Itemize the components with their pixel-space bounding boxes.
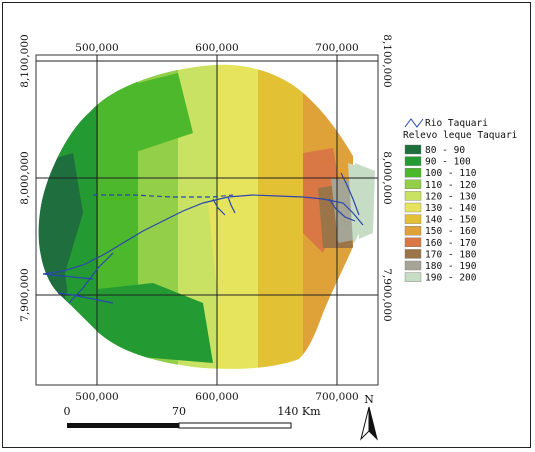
scale-label-0: 0	[64, 405, 71, 418]
x-bottom-label: 500,000	[75, 391, 118, 403]
legend-label: 160 - 170	[425, 238, 477, 249]
legend-river-label: Rio Taquari	[425, 118, 488, 129]
x-bottom-labels: 500,000 600,000 700,000	[75, 391, 358, 403]
map-svg: 500,000 600,000 700,000 500,000 600,000 …	[19, 34, 518, 441]
north-arrow-right-icon	[368, 406, 378, 441]
legend-label: 90 - 100	[425, 157, 471, 168]
legend-label: 80 - 90	[425, 145, 465, 156]
rio-taquari	[42, 172, 364, 304]
y-right-label: 7,900,000	[381, 268, 393, 321]
north-arrow: N	[360, 393, 378, 441]
legend-swatch	[404, 272, 422, 282]
legend-label: 170 - 180	[425, 249, 477, 260]
x-top-label: 700,000	[315, 42, 358, 54]
legend-label: 130 - 140	[425, 203, 477, 214]
y-left-labels: 8,100,000 8,000,000 7,900,000	[19, 34, 31, 321]
legend-swatch	[404, 214, 422, 224]
y-left-label: 7,900,000	[19, 268, 31, 321]
zone-140-150	[258, 64, 308, 369]
legend-swatch	[404, 237, 422, 248]
y-right-label: 8,000,000	[381, 151, 393, 204]
zone-190-200-edge	[355, 163, 375, 239]
x-bottom-label: 700,000	[315, 391, 358, 403]
legend: Rio Taquari Relevo leque Taquari 80 - 90…	[403, 118, 518, 284]
legend-label: 100 - 110	[425, 168, 477, 179]
legend-swatch	[404, 225, 422, 236]
scale-bar: 0 70 140 Km	[64, 405, 321, 429]
legend-swatch	[404, 144, 422, 155]
legend-swatch	[404, 167, 422, 178]
y-left-label: 8,000,000	[19, 151, 31, 204]
y-right-labels: 8,100,000 8,000,000 7,900,000	[381, 34, 393, 321]
scale-bar-black	[67, 423, 179, 428]
legend-label: 140 - 150	[425, 215, 477, 226]
legend-relief-title: Relevo leque Taquari	[403, 130, 518, 141]
x-top-label: 600,000	[195, 42, 238, 54]
scale-bar-white	[178, 422, 292, 429]
legend-label: 150 - 160	[425, 226, 477, 237]
coordinate-grid	[36, 55, 378, 385]
legend-swatch	[404, 260, 422, 271]
x-bottom-label: 600,000	[195, 391, 238, 403]
x-top-labels: 500,000 600,000 700,000	[75, 42, 358, 54]
legend-swatch	[404, 202, 422, 213]
legend-swatch	[404, 249, 422, 259]
north-label: N	[364, 393, 374, 406]
legend-swatch	[404, 156, 422, 166]
legend-swatch	[404, 191, 422, 201]
legend-label: 110 - 120	[425, 180, 477, 191]
river-legend-icon	[404, 118, 424, 128]
legend-label: 190 - 200	[425, 273, 477, 284]
map-figure: 500,000 600,000 700,000 500,000 600,000 …	[2, 2, 531, 448]
scale-label-70: 70	[172, 405, 186, 418]
x-top-label: 500,000	[75, 42, 118, 54]
legend-label: 120 - 130	[425, 191, 477, 202]
scale-label-140: 140 Km	[277, 405, 321, 418]
north-arrow-left-icon	[360, 406, 370, 441]
y-right-label: 8,100,000	[381, 34, 393, 87]
y-left-label: 8,100,000	[19, 34, 31, 87]
legend-label: 180 - 190	[425, 261, 477, 272]
legend-swatch	[404, 179, 422, 190]
zone-100-110-north	[98, 73, 193, 153]
zone-130-140-center	[208, 193, 253, 303]
